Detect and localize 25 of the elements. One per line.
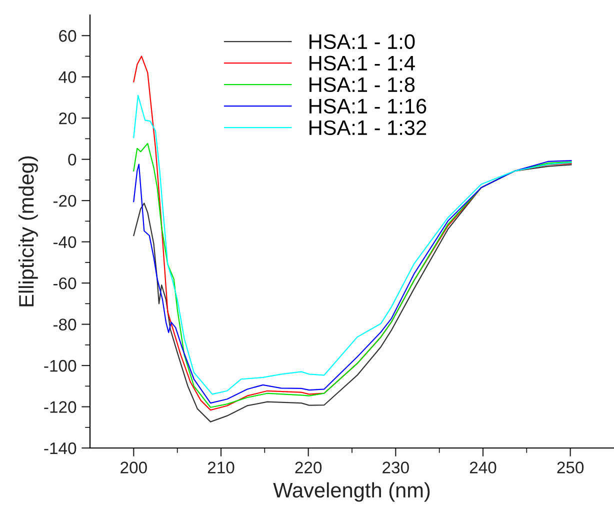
legend-label: HSA:1 - 1:4 xyxy=(310,56,415,71)
y-axis-title: Ellipticity (mdeg) xyxy=(18,156,38,306)
y-tick-label: -140 xyxy=(44,442,76,454)
y-tick-label: -120 xyxy=(44,401,76,413)
y-tick-label: 20 xyxy=(59,112,76,124)
x-tick-label: 240 xyxy=(470,462,496,474)
y-tick-label: -100 xyxy=(44,360,76,372)
legend-label: HSA:1 - 1:0 xyxy=(310,34,415,50)
x-tick-label: 250 xyxy=(557,462,584,474)
y-tick-label: -20 xyxy=(53,194,76,207)
y-tick-label: -80 xyxy=(53,318,76,330)
legend-label: HSA:1 - 1:8 xyxy=(310,77,415,92)
line-series xyxy=(133,94,572,395)
y-tick-label: 40 xyxy=(58,71,76,84)
x-tick-label: 230 xyxy=(382,462,409,474)
legend-label: HSA:1 - 1:32 xyxy=(310,120,426,136)
x-axis-title: Wavelength (nm) xyxy=(273,482,430,502)
x-tick-label: 200 xyxy=(120,462,147,474)
y-tick-label: 60 xyxy=(59,30,76,42)
y-tick-label: -60 xyxy=(53,277,76,290)
x-tick-label: 210 xyxy=(208,462,234,474)
x-tick-label: 220 xyxy=(295,462,322,474)
legend-label: HSA:1 - 1:16 xyxy=(310,98,426,114)
y-tick-label: -40 xyxy=(53,236,76,248)
y-tick-label: 0 xyxy=(68,154,76,166)
